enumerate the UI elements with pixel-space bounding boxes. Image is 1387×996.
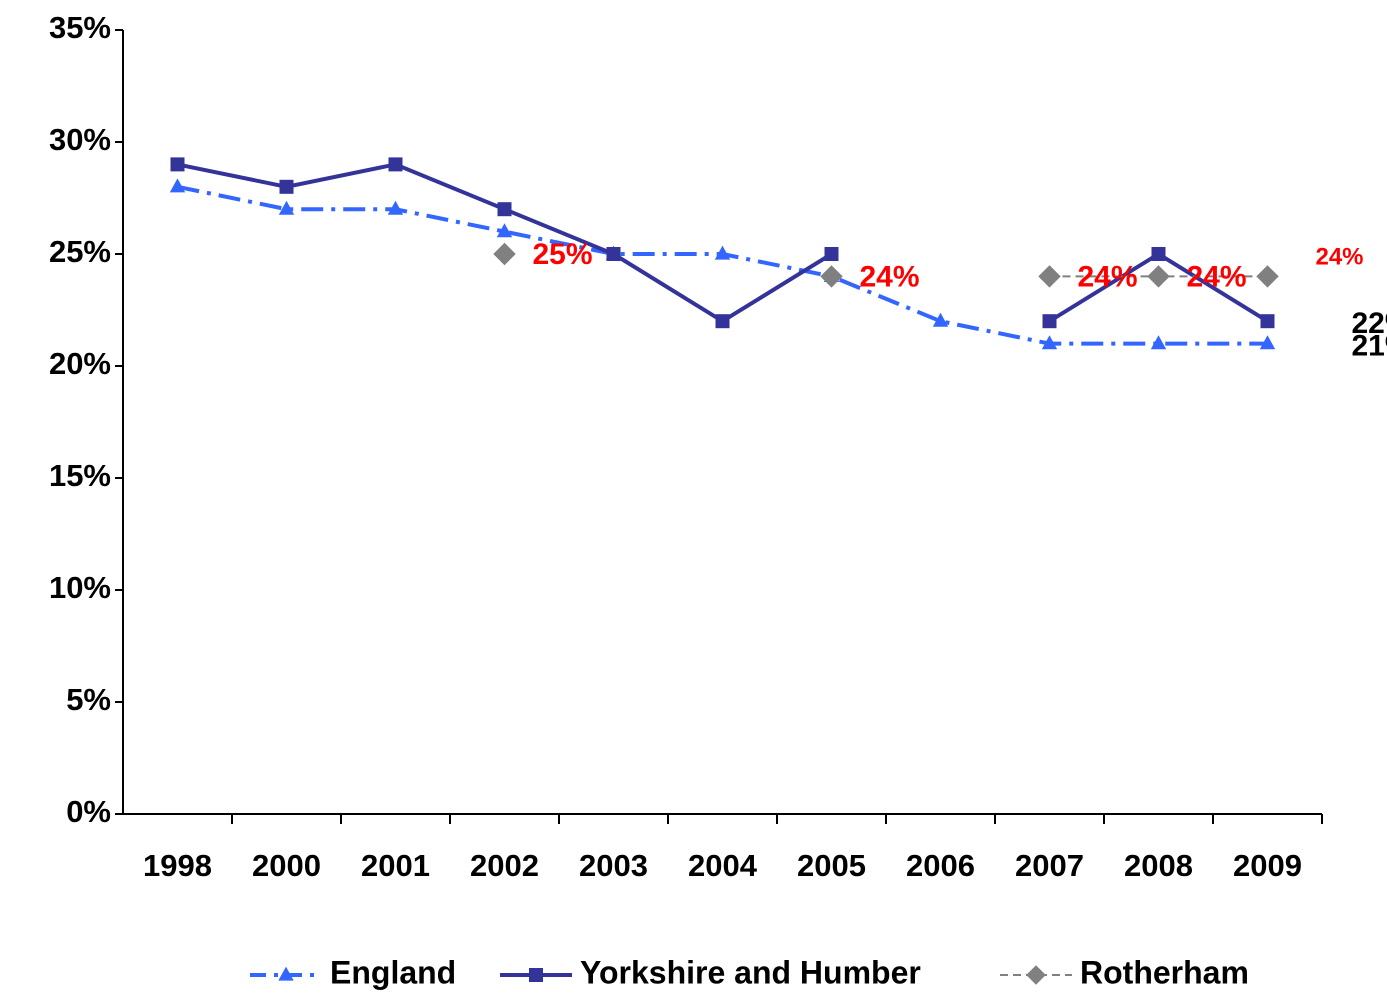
data-label: 24% bbox=[1078, 260, 1138, 293]
point bbox=[279, 179, 294, 194]
x-tick-label: 2005 bbox=[797, 848, 866, 883]
x-tick-label: 2001 bbox=[361, 848, 430, 883]
point bbox=[278, 200, 295, 215]
y-tick-label: 35% bbox=[49, 10, 111, 45]
point bbox=[1041, 335, 1058, 350]
point bbox=[1042, 314, 1057, 329]
data-label: 24% bbox=[1315, 244, 1363, 271]
point bbox=[824, 247, 839, 261]
data-label: 21% bbox=[1352, 330, 1387, 363]
x-tick-label: 2008 bbox=[1124, 848, 1193, 883]
point bbox=[170, 157, 185, 172]
point bbox=[715, 314, 730, 329]
data-label: 22% bbox=[1352, 307, 1387, 340]
point bbox=[1259, 335, 1276, 350]
point bbox=[1260, 314, 1275, 329]
legend-label: Yorkshire and Humber bbox=[580, 954, 921, 990]
x-tick-label: 2000 bbox=[252, 848, 321, 883]
x-tick-label: 2009 bbox=[1233, 848, 1302, 883]
y-tick-label: 20% bbox=[49, 346, 111, 381]
y-tick-label: 15% bbox=[49, 458, 111, 493]
point bbox=[388, 157, 403, 172]
x-tick-label: 2006 bbox=[906, 848, 975, 883]
legend-marker bbox=[1026, 965, 1046, 985]
point bbox=[387, 200, 404, 215]
y-tick-label: 0% bbox=[66, 794, 111, 829]
x-tick-label: 2003 bbox=[579, 848, 648, 883]
y-tick-label: 30% bbox=[49, 122, 111, 157]
point bbox=[820, 265, 843, 288]
legend-label: Rotherham bbox=[1080, 954, 1249, 990]
data-label: 25% bbox=[533, 238, 593, 271]
x-tick-label: 1998 bbox=[143, 848, 212, 883]
point bbox=[1150, 335, 1167, 350]
y-tick-label: 25% bbox=[49, 234, 111, 269]
data-label: 24% bbox=[1187, 260, 1247, 293]
point bbox=[497, 202, 512, 217]
point bbox=[1038, 265, 1061, 288]
data-label: 24% bbox=[860, 260, 920, 293]
x-tick-label: 2007 bbox=[1015, 848, 1084, 883]
point bbox=[932, 312, 949, 327]
x-tick-label: 2004 bbox=[688, 848, 758, 883]
y-tick-label: 5% bbox=[66, 682, 111, 717]
y-tick-label: 10% bbox=[49, 570, 111, 605]
point bbox=[493, 242, 516, 266]
series-line bbox=[177, 162, 1269, 324]
legend-marker bbox=[278, 966, 294, 981]
point bbox=[1147, 265, 1170, 288]
point bbox=[496, 223, 513, 238]
point bbox=[606, 247, 621, 261]
point bbox=[1151, 247, 1166, 261]
point bbox=[714, 245, 731, 260]
legend-marker bbox=[529, 968, 543, 982]
x-tick-label: 2002 bbox=[470, 848, 539, 883]
point bbox=[1256, 265, 1279, 288]
point bbox=[169, 178, 186, 193]
legend-label: England bbox=[330, 954, 456, 990]
